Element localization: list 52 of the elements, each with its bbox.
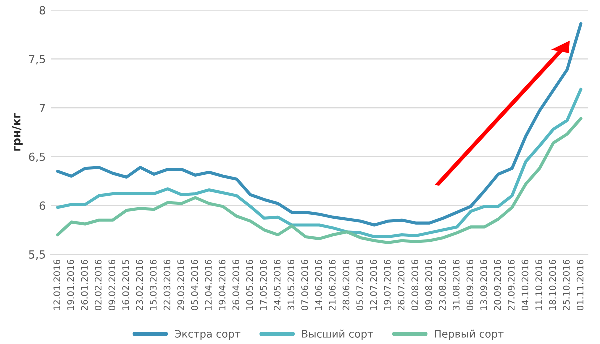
x-tick-label: 26.01.2016 [81, 260, 88, 310]
x-tick-label: 15.03.2016 [150, 260, 157, 310]
x-tick-label: 19.07.2016 [384, 260, 391, 310]
x-tick-label: 27.09.2016 [508, 260, 515, 310]
x-tick-label: 05.04.2016 [191, 260, 198, 311]
y-tick-label: 7,5 [29, 55, 46, 65]
x-tick-label: 23.08.2016 [439, 260, 446, 310]
x-tick-label: 05.07.2016 [356, 260, 364, 311]
line-series [56, 22, 583, 227]
x-tick-label: 17.05.2016 [260, 260, 268, 310]
legend-label: Первый сорт [435, 330, 504, 340]
x-tick-label: 12.07.2016 [370, 260, 378, 310]
x-tick-label: 16.02.2015 [122, 260, 130, 310]
x-tick-label: 14.06.2016 [315, 260, 322, 310]
x-tick-label: 06.09.2016 [466, 260, 474, 311]
x-tick-label: 29.03.2016 [178, 260, 184, 310]
y-tick-label: 7 [40, 104, 46, 112]
x-tick-label: 21.06.2016 [329, 260, 336, 310]
x-tick-label: 12.01.2016 [54, 260, 61, 310]
x-tick-label: 23.02.2016 [136, 260, 144, 310]
line-series [56, 88, 583, 239]
x-tick-label: 26.07.2016 [398, 260, 405, 310]
x-tick-label: 13.09.2016 [480, 260, 488, 310]
x-tick-label: 11.10.2016 [536, 260, 542, 310]
line-series [56, 117, 583, 244]
x-tick-label: 02.08.2016 [412, 260, 419, 311]
legend-label: Высший сорт [302, 330, 374, 340]
x-tick-label: 28.06.2016 [342, 260, 350, 310]
x-tick-label: 10.05.2016 [246, 260, 254, 310]
x-tick-label: 12.04.2016 [205, 260, 212, 310]
x-tick-label: 18.10.2016 [549, 260, 556, 310]
x-tick-label: 07.06.2016 [302, 260, 308, 311]
x-tick-label: 22.03.2016 [164, 260, 171, 310]
x-tick-label: 04.10.2016 [522, 260, 529, 311]
x-tick-label: 31.08.2016 [452, 260, 460, 310]
x-tick-label: 25.10.2016 [563, 260, 570, 310]
y-tick-label: 6,5 [29, 152, 46, 162]
x-tick-label: 01.11.2016 [576, 260, 584, 311]
x-tick-label: 31.05.2016 [288, 260, 295, 310]
y-tick-label: 6 [40, 202, 46, 210]
y-tick-label: 5,5 [29, 250, 46, 260]
legend-label: Экстра сорт [175, 330, 241, 340]
x-tick-label: 24.05.2016 [274, 260, 281, 310]
y-tick-label: 8 [40, 6, 46, 15]
x-tick-label: 02.02.2016 [94, 260, 102, 311]
x-tick-label: 26.04.2016 [232, 260, 240, 310]
x-tick-label: 19.04.2016 [218, 260, 226, 310]
x-tick-label: 09.08.2016 [425, 260, 432, 311]
x-tick-label: 20.09.2016 [494, 260, 502, 310]
x-tick-label: 19.01.2016 [67, 260, 74, 310]
x-tick-label: 09.02.2016 [108, 260, 116, 311]
y-axis-title: грн/кг [12, 113, 23, 151]
